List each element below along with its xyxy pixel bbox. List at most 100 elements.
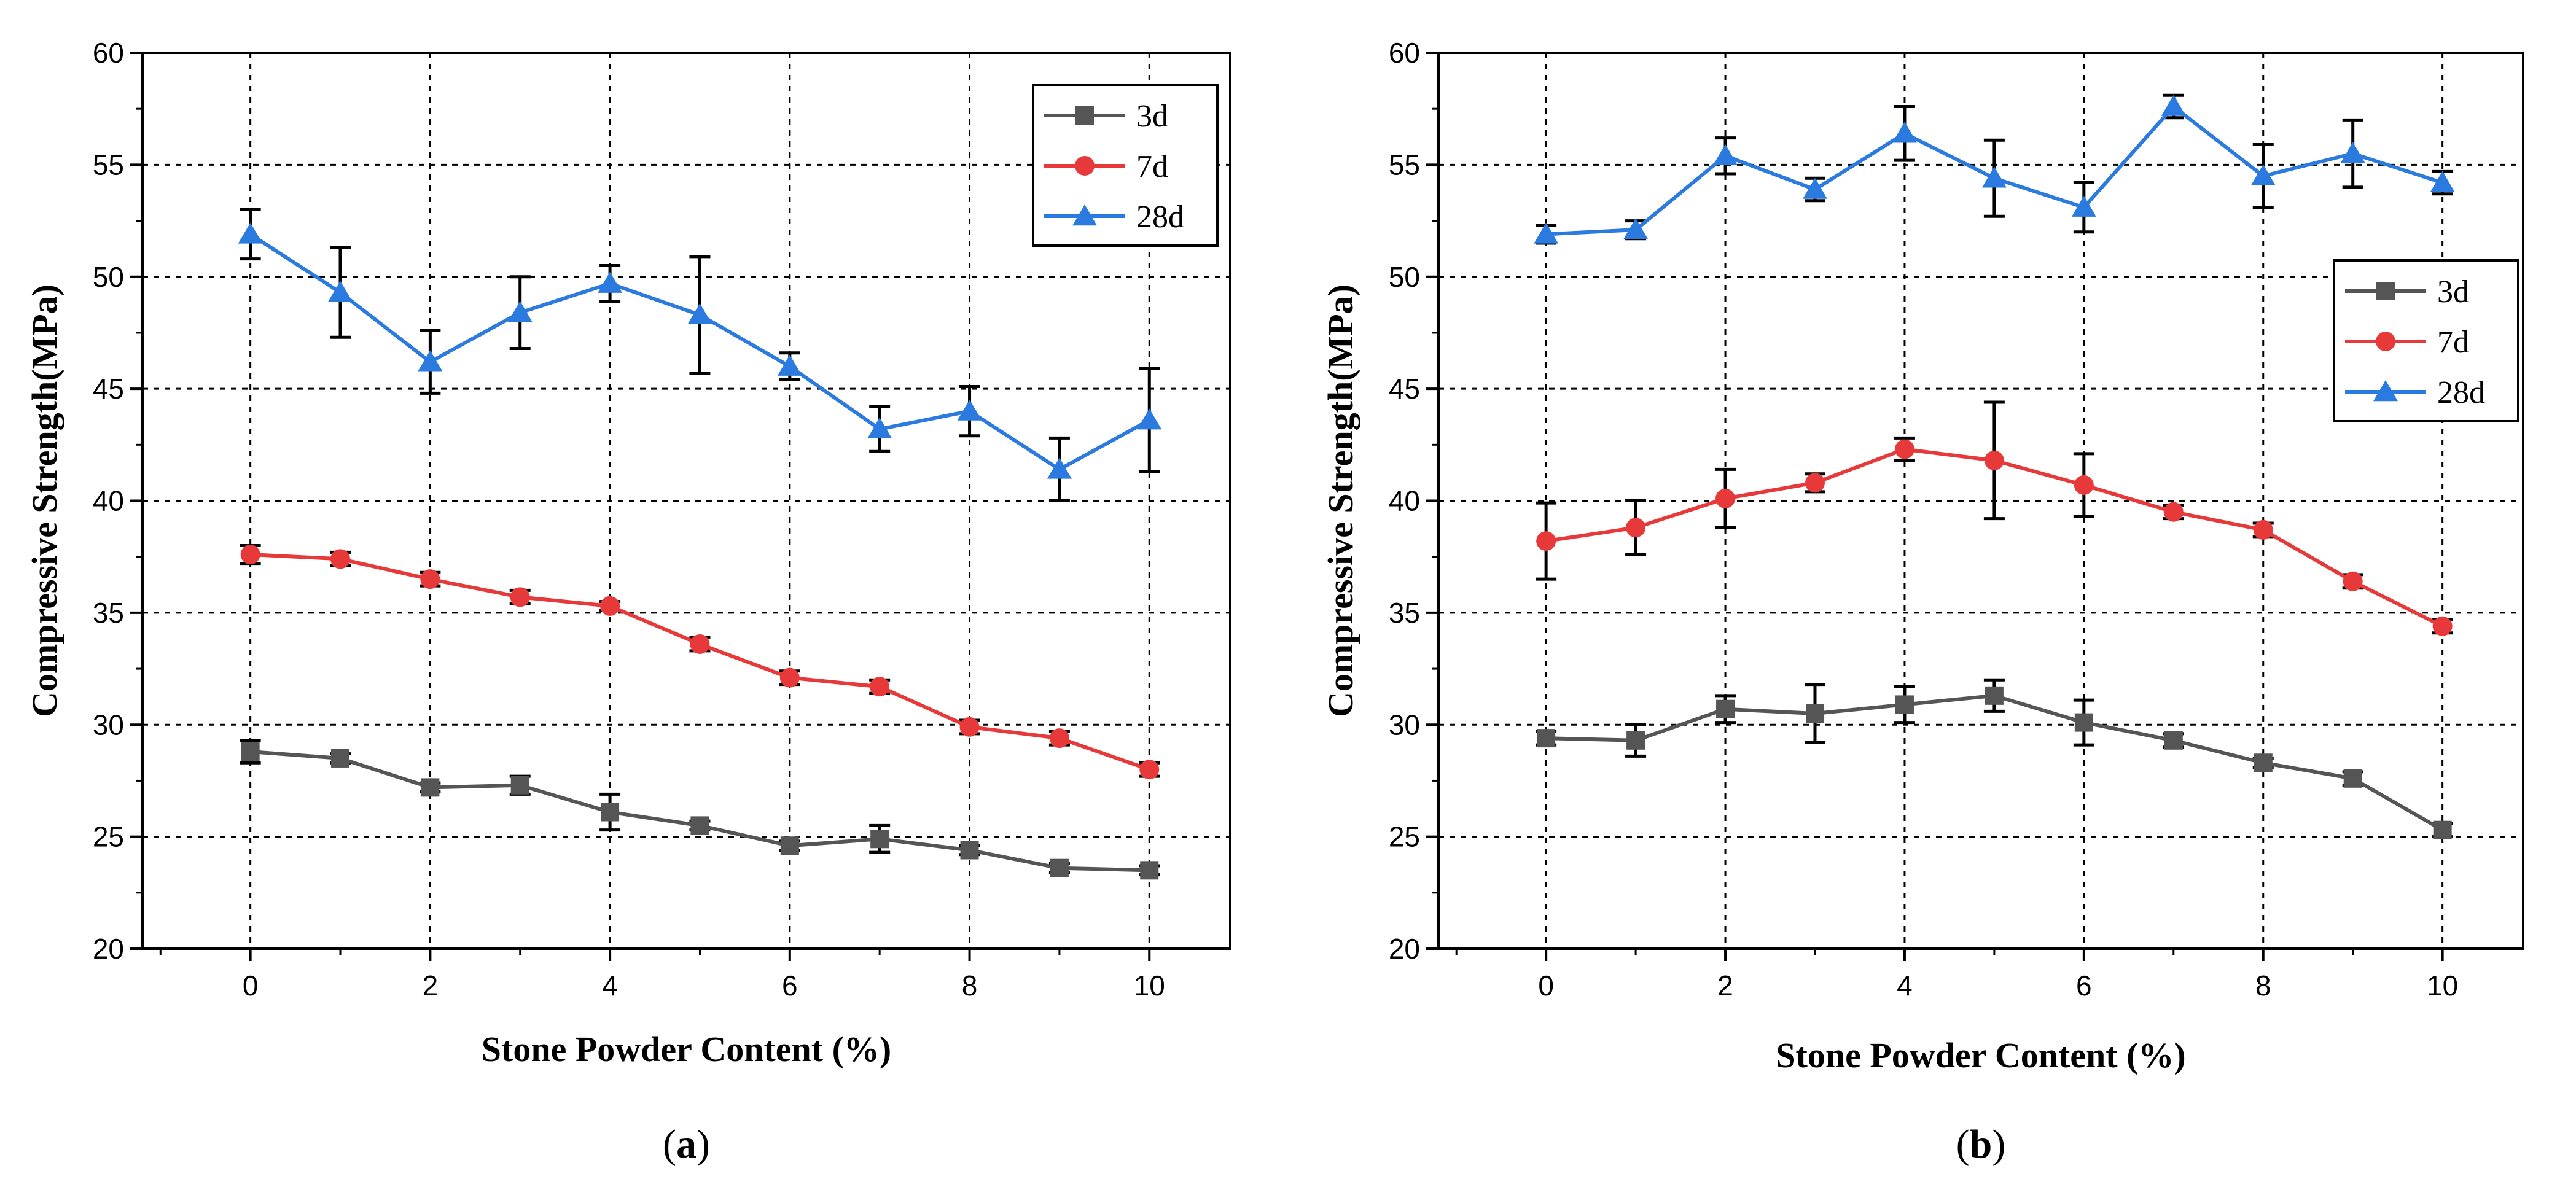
data-point-3d: [1140, 861, 1159, 880]
y-tick-label: 45: [1389, 373, 1420, 405]
data-point-3d: [1716, 699, 1735, 718]
data-point-3d: [1537, 729, 1556, 748]
y-tick-label: 50: [93, 261, 124, 293]
data-point-7d: [870, 677, 890, 697]
y-tick-label: 25: [1389, 821, 1420, 853]
legend-label: 3d: [2437, 274, 2469, 309]
series-3d: [1536, 678, 2453, 839]
y-tick-label: 35: [1389, 597, 1420, 629]
data-point-28d: [507, 301, 533, 322]
data-point-7d: [330, 549, 350, 569]
x-tick-label: 6: [782, 970, 798, 1002]
panel-label: (a): [663, 1122, 710, 1167]
data-point-7d: [959, 717, 980, 737]
y-tick-label: 25: [93, 821, 124, 853]
legend-item-7d: 7d: [2345, 325, 2469, 360]
data-point-3d: [241, 742, 260, 761]
x-tick-label: 2: [423, 970, 439, 1002]
series-line-3d: [1546, 693, 2444, 832]
data-point-3d: [510, 776, 529, 795]
data-point-7d: [690, 634, 710, 654]
data-point-3d: [1985, 686, 2004, 705]
y-tick-label: 60: [93, 37, 124, 69]
x-axis-title: Stone Powder Content (%): [482, 1029, 891, 1069]
x-tick-label: 2: [1717, 970, 1733, 1002]
legend-label: 28d: [1136, 200, 1184, 235]
chart-panel-a: 20 25 30 35 40 45 50 55 60 0 2 4 6 8 10 Stone Powder Co…: [25, 37, 1231, 1167]
series-7d: [1536, 400, 2453, 636]
legend-marker: [2376, 282, 2395, 300]
y-tick-label: 20: [1389, 933, 1420, 965]
data-point-7d: [1984, 450, 2004, 470]
data-point-28d: [957, 399, 982, 421]
data-point-7d: [1715, 488, 1736, 508]
x-tick-label: 10: [1134, 970, 1165, 1002]
data-point-7d: [2343, 571, 2363, 591]
data-point-28d: [1047, 457, 1072, 479]
series-line-7d: [250, 553, 1150, 772]
data-point-28d: [2071, 195, 2096, 217]
x-tick-label: 0: [1538, 970, 1554, 1002]
data-point-3d: [1895, 695, 1914, 714]
data-point-7d: [600, 596, 620, 616]
data-point-28d: [418, 350, 443, 372]
data-point-28d: [2161, 95, 2186, 116]
chart-panel-b: 20 25 30 35 40 45 50 55 60 0 2 4 6 8 10 Stone Powder Co…: [1321, 37, 2524, 1167]
x-tick-label: 8: [962, 970, 978, 1002]
legend-marker: [2376, 332, 2395, 351]
series-7d: [240, 543, 1160, 780]
data-point-7d: [1536, 531, 1556, 551]
data-point-7d: [779, 667, 800, 688]
data-point-7d: [1894, 439, 1914, 459]
legend-item-3d: 3d: [1044, 99, 1168, 134]
data-point-28d: [1623, 218, 1649, 239]
data-point-7d: [510, 587, 530, 607]
legend-marker: [1072, 204, 1097, 226]
data-point-7d: [240, 545, 260, 565]
data-point-28d: [1713, 144, 1738, 165]
y-tick-label: 35: [93, 597, 124, 629]
x-tick-label: 8: [2255, 970, 2271, 1002]
data-point-3d: [421, 778, 440, 797]
data-point-3d: [2343, 769, 2362, 788]
data-point-3d: [2074, 713, 2093, 732]
y-tick-label: 30: [1389, 709, 1420, 741]
data-point-7d: [1139, 760, 1160, 780]
legend-item-7d: 7d: [1044, 149, 1168, 184]
legend-marker: [2373, 380, 2398, 402]
y-tick-label: 30: [93, 709, 124, 741]
data-point-28d: [1892, 122, 1917, 143]
data-point-28d: [1803, 177, 1827, 199]
legend-label: 7d: [1136, 149, 1168, 184]
y-axis-title: Compressive Strength(MPa): [1321, 284, 1360, 717]
data-point-3d: [1805, 704, 1824, 723]
series-3d: [240, 739, 1160, 880]
y-tick-label: 50: [1389, 261, 1420, 293]
series-28d: [238, 208, 1162, 502]
data-point-3d: [1626, 731, 1645, 750]
panel-label-letter: a: [676, 1122, 697, 1167]
legend-item-3d: 3d: [2345, 274, 2469, 309]
data-point-28d: [2430, 171, 2455, 192]
data-point-7d: [2432, 616, 2453, 636]
data-point-3d: [1050, 858, 1069, 877]
data-point-28d: [238, 222, 263, 244]
x-tick-label: 4: [1897, 970, 1913, 1002]
data-point-3d: [2164, 731, 2183, 750]
y-tick-label: 55: [93, 149, 124, 181]
data-point-28d: [867, 417, 892, 438]
x-tick-label: 10: [2427, 970, 2458, 1002]
series-line-3d: [250, 750, 1150, 873]
data-point-7d: [1049, 728, 1069, 749]
legend-marker: [1075, 156, 1095, 176]
y-tick-label: 20: [93, 933, 124, 965]
panel-label-letter: b: [1970, 1122, 1992, 1167]
legend-item-28d: 28d: [1044, 200, 1184, 235]
data-point-28d: [2250, 164, 2276, 185]
y-tick-label: 55: [1389, 149, 1420, 181]
series-28d: [1534, 93, 2455, 245]
x-tick-label: 6: [2076, 970, 2092, 1002]
legend-item-28d: 28d: [2345, 375, 2485, 410]
data-point-7d: [2163, 502, 2184, 522]
legend-label: 28d: [2437, 375, 2485, 410]
